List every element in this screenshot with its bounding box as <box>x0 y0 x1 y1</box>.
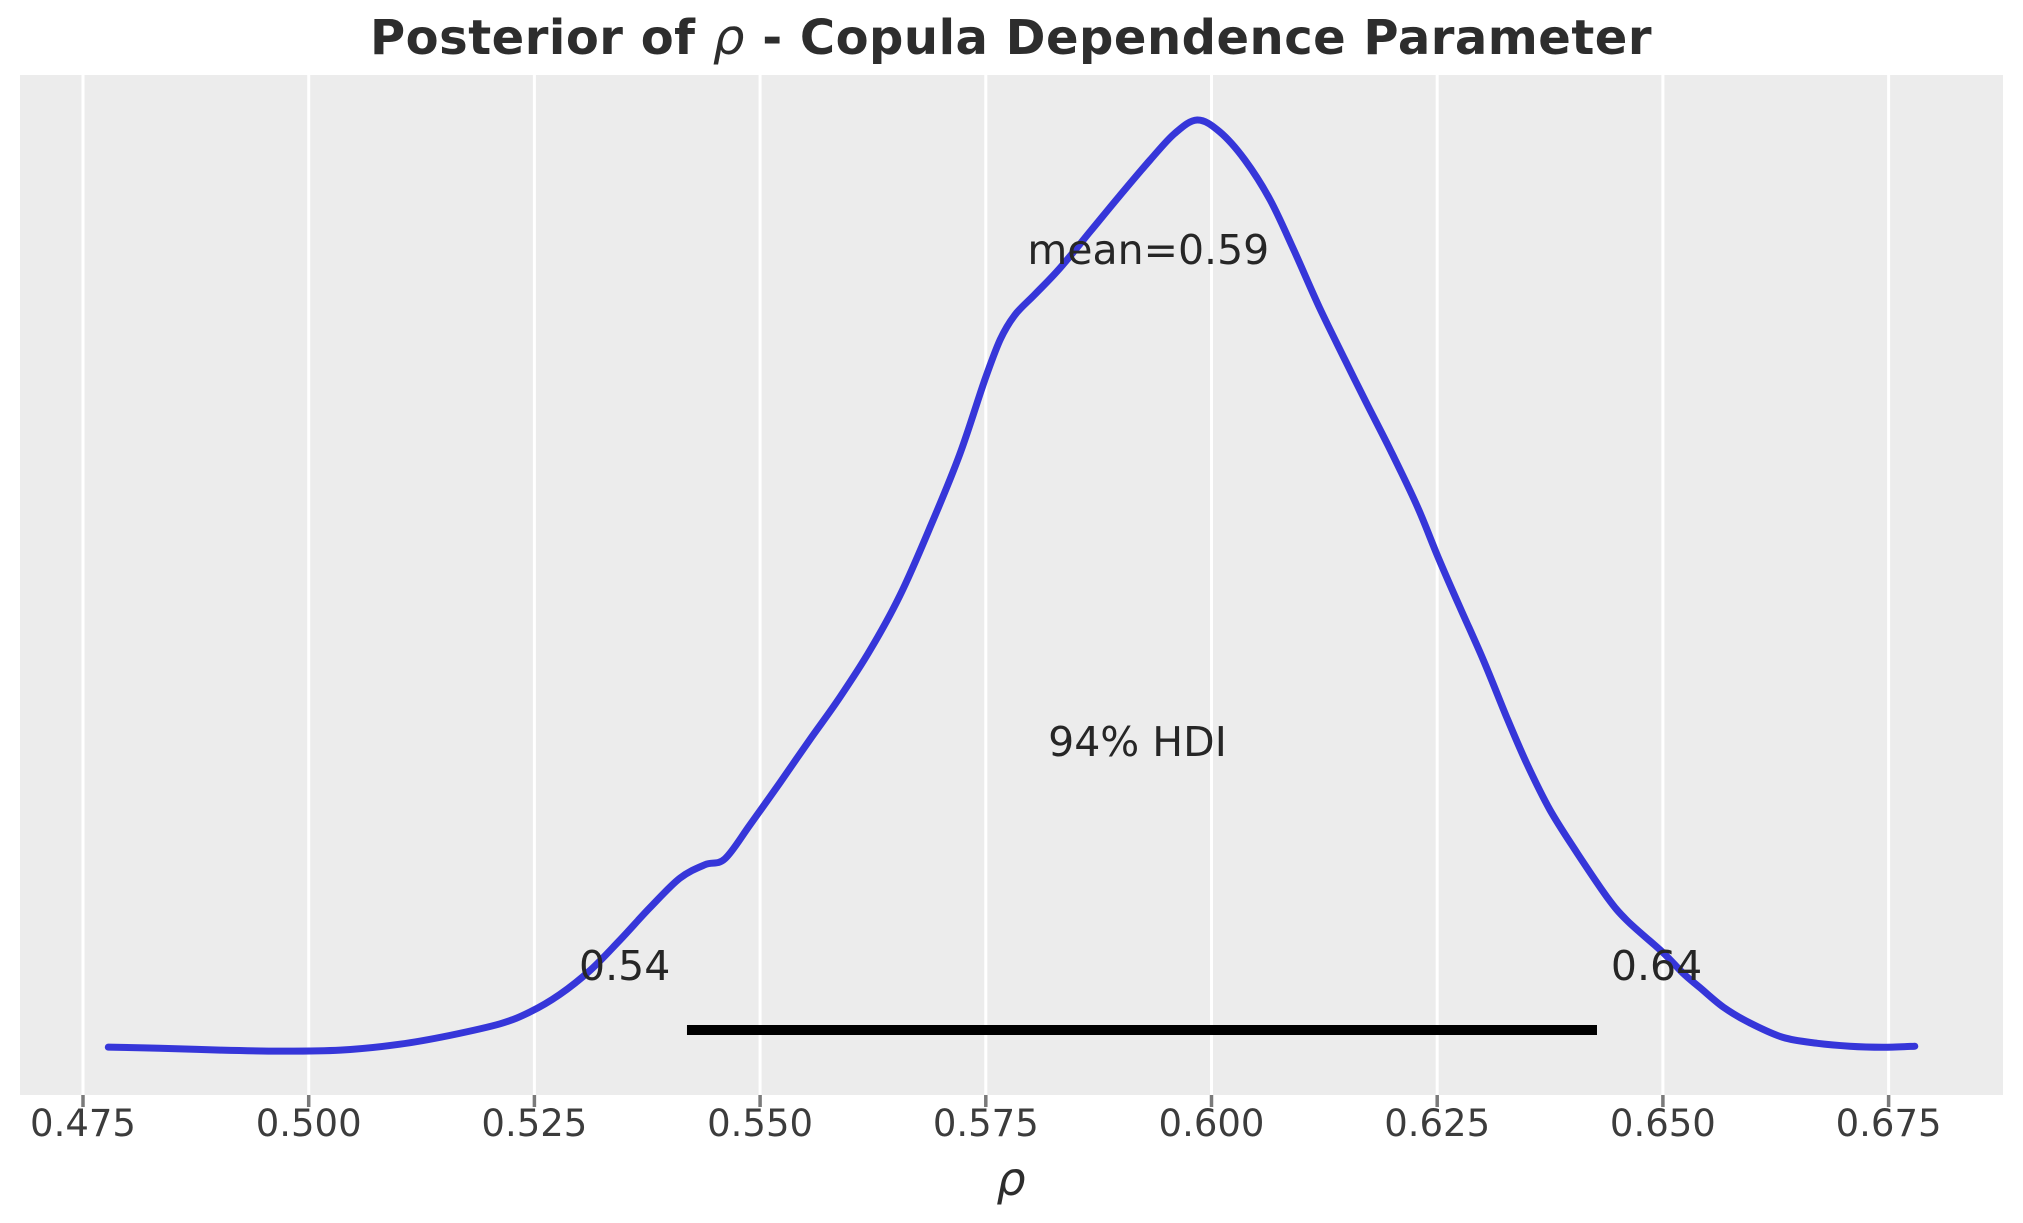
x-tick-label: 0.550 <box>707 1102 814 1145</box>
x-tick-label: 0.475 <box>30 1102 136 1145</box>
x-axis-label: ρ <box>996 1152 1026 1206</box>
title-suffix: - Copula Dependence Parameter <box>745 10 1653 66</box>
x-tick-label: 0.625 <box>1384 1102 1491 1145</box>
title-prefix: Posterior of <box>369 10 713 66</box>
mean-annotation: mean=0.59 <box>1027 225 1270 274</box>
page-title: Posterior of ρ - Copula Dependence Param… <box>370 8 1652 66</box>
x-tick-label: 0.525 <box>481 1102 588 1145</box>
x-tick-label: 0.500 <box>255 1102 362 1145</box>
hdi-interval-annotation: 94% HDI <box>1048 717 1227 766</box>
plot-background <box>20 75 2003 1095</box>
x-tick-label: 0.600 <box>1158 1102 1265 1145</box>
hdi-lower-bound-label: 0.54 <box>579 942 671 991</box>
x-tick-label: 0.650 <box>1609 1102 1716 1145</box>
x-tick-label: 0.675 <box>1835 1102 1942 1145</box>
title-rho-symbol: ρ <box>712 8 746 66</box>
x-tick-label: 0.575 <box>932 1102 1039 1145</box>
hdi-upper-bound-label: 0.64 <box>1610 942 1703 991</box>
posterior-kde-curve <box>104 116 1919 1055</box>
